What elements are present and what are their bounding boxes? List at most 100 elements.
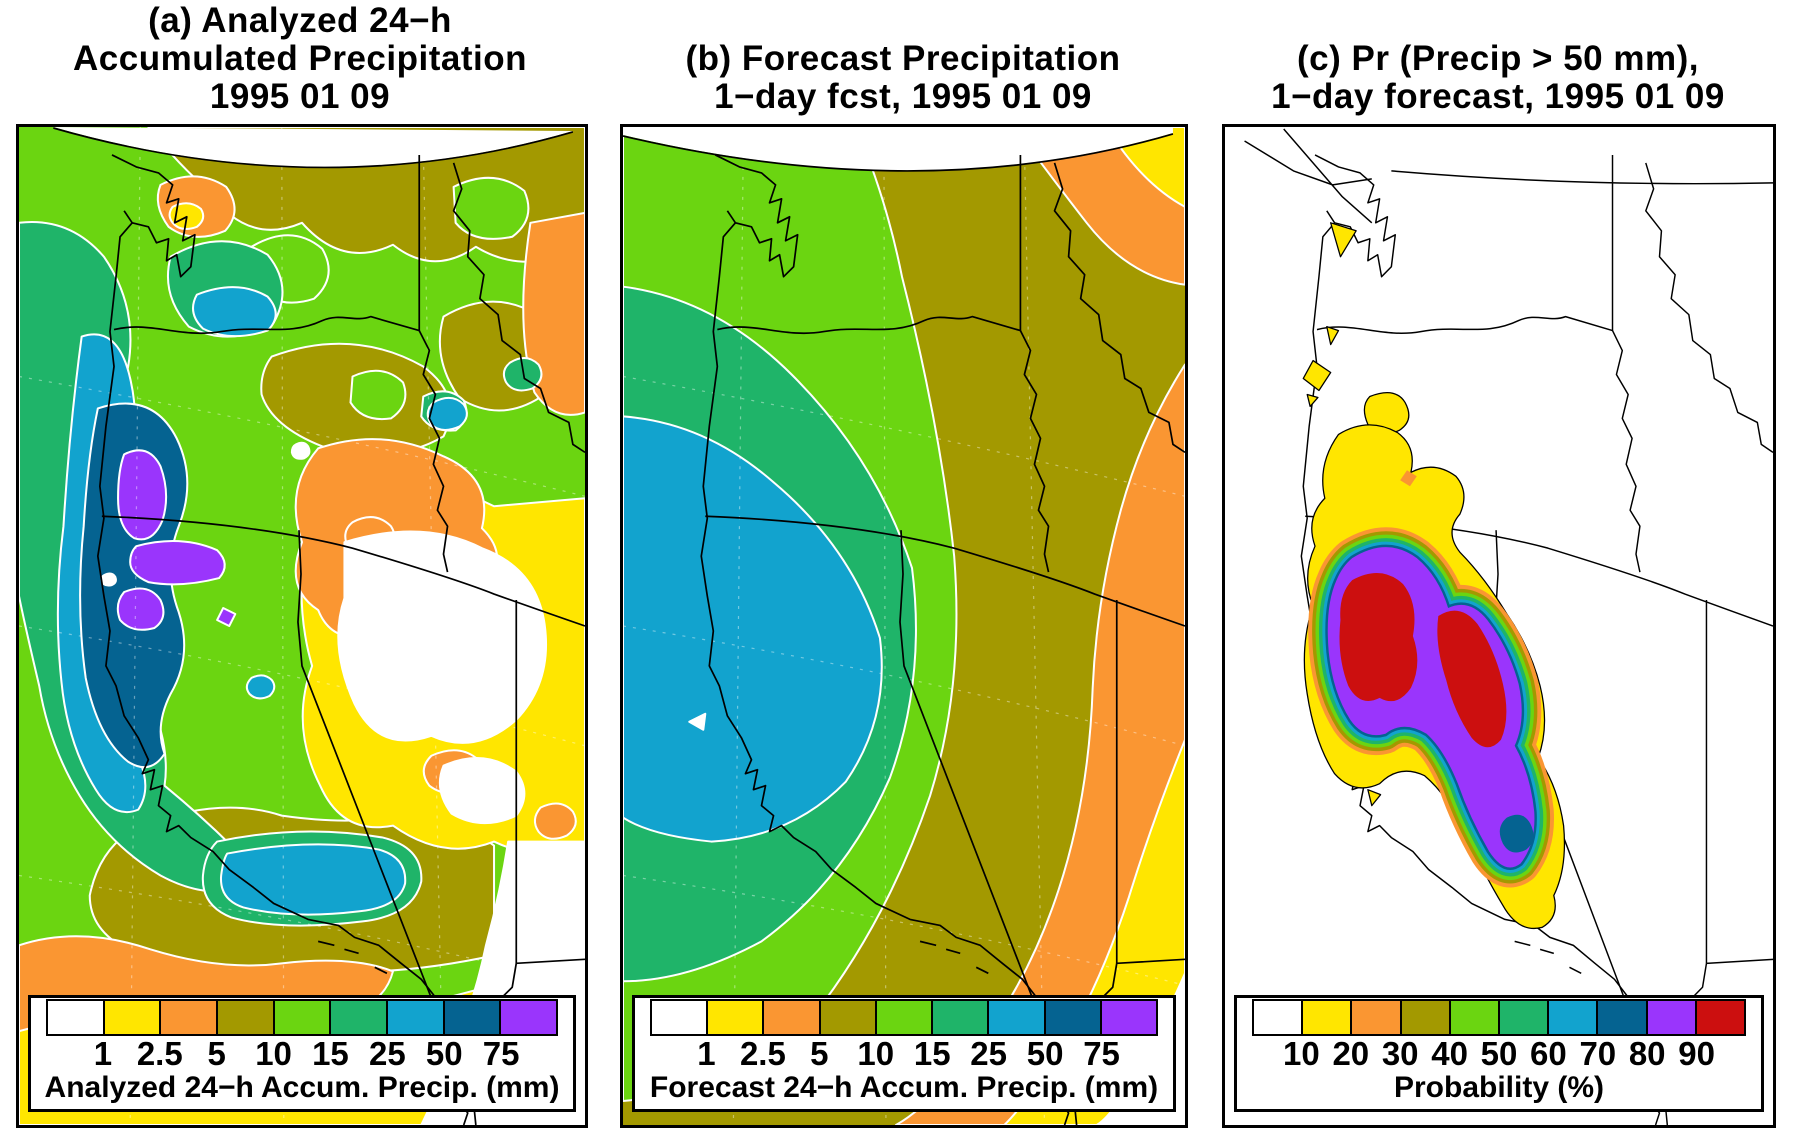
colorbar-swatches — [1252, 999, 1746, 1036]
or-id-border — [418, 330, 449, 573]
legend-tick: 70 — [1579, 1035, 1617, 1072]
legend-tick: 50 — [1026, 1035, 1064, 1072]
legend-tick: 15 — [312, 1035, 349, 1072]
legend-tick: 25 — [368, 1035, 406, 1072]
colorbar-strip: 1 2.5 5 10 15 25 50 75 — [46, 999, 558, 1071]
pacific-coastline — [96, 222, 477, 1125]
legend-swatch — [876, 1001, 934, 1034]
or-id-border — [1611, 330, 1641, 573]
legend-tick: 10 — [857, 1035, 895, 1072]
canada-border-line — [623, 133, 1174, 172]
panel-a-map-box: 1 2.5 5 10 15 25 50 75 Analyzed 24−h Accum. Pre… — [16, 124, 588, 1128]
canada-blank-wedge — [623, 127, 1173, 171]
id-mt-border — [1053, 162, 1185, 454]
probability-yellow-spots — [1302, 222, 1410, 807]
probability-contours — [1302, 222, 1566, 930]
legend-swatch — [274, 1001, 332, 1034]
legend-swatch — [161, 1001, 219, 1034]
legend-tick: 10 — [1283, 1035, 1320, 1072]
panel-c-title: (c) Pr (Precip > 50 mm), 1−day forecast,… — [1216, 40, 1780, 116]
legend-tick: 25 — [970, 1035, 1008, 1072]
panel-a-title-line1: (a) Analyzed 24−h — [148, 1, 452, 40]
forecast-precip-map — [623, 127, 1185, 1125]
legend-tick: 20 — [1332, 1035, 1370, 1072]
panel-c-title-line2: 1−day forecast, 1995 01 09 — [1271, 77, 1725, 116]
colorbar-ticks: 1 2.5 5 10 15 25 50 75 — [650, 1036, 1158, 1071]
legend-swatch — [48, 1001, 105, 1034]
legend-swatch — [1549, 1001, 1599, 1034]
colorbar-legend-b: 1 2.5 5 10 15 25 50 75 Forecast 24−h Accum. Pre… — [632, 995, 1176, 1112]
panel-b-title-line2: 1−day fcst, 1995 01 09 — [714, 77, 1092, 116]
canada-border-line — [53, 127, 574, 169]
pacific-coastline — [1300, 222, 1669, 1125]
colorbar-caption: Probability (%) — [1393, 1071, 1604, 1104]
puget-sound-coast — [1314, 154, 1397, 278]
legend-tick: 5 — [810, 1035, 829, 1072]
contour-fills-b — [623, 127, 1185, 1125]
colorbar-legend-a: 1 2.5 5 10 15 25 50 75 Analyzed 24−h Accum. Pre… — [28, 995, 576, 1112]
legend-tick: 40 — [1431, 1035, 1468, 1072]
legend-swatch — [1647, 1001, 1697, 1034]
legend-swatch — [989, 1001, 1046, 1034]
legend-tick: 50 — [1480, 1035, 1518, 1072]
probability-darkblue-tail — [1499, 814, 1534, 853]
legend-swatch — [1598, 1001, 1648, 1034]
legend-tick: 1 — [93, 1035, 113, 1072]
contour-white-dot — [688, 712, 707, 731]
legend-swatch — [933, 1001, 990, 1034]
colorbar-ticks: 10 20 30 40 50 60 70 80 90 — [1252, 1036, 1746, 1071]
colorbar-caption: Analyzed 24−h Accum. Precip. (mm) — [44, 1071, 560, 1104]
probability-map — [1244, 128, 1773, 1125]
legend-swatch — [764, 1001, 821, 1034]
parallel-42n-border — [101, 515, 585, 627]
legend-swatch — [1303, 1001, 1353, 1034]
colorbar-legend-c: 10 20 30 40 50 60 70 80 90 Probability (%) — [1234, 995, 1764, 1112]
legend-swatch — [331, 1001, 389, 1034]
panel-a-title: (a) Analyzed 24−h Accumulated Precipitat… — [10, 2, 590, 116]
puget-sound-coast — [111, 154, 196, 278]
legend-tick: 5 — [207, 1035, 226, 1072]
legend-tick: 75 — [1083, 1035, 1120, 1072]
panel-c-map-box: 10 20 30 40 50 60 70 80 90 Probability (%) — [1222, 124, 1776, 1128]
legend-swatch — [652, 1001, 709, 1034]
channel-islands — [317, 940, 453, 1062]
legend-swatch — [104, 1001, 162, 1034]
legend-swatch — [218, 1001, 275, 1034]
legend-swatch — [1045, 1001, 1102, 1034]
canada-border-and-strait — [1244, 128, 1773, 224]
legend-tick: 60 — [1530, 1035, 1567, 1072]
legend-swatch — [388, 1001, 445, 1034]
panel-b-title-line1: (b) Forecast Precipitation — [685, 39, 1121, 78]
panel-a-title-line2: Accumulated Precipitation — [73, 39, 527, 78]
probability-red-90pct — [1339, 572, 1507, 748]
legend-tick: 90 — [1678, 1035, 1715, 1072]
legend-swatch — [820, 1001, 877, 1034]
colorbar-ticks: 1 2.5 5 10 15 25 50 75 — [46, 1036, 558, 1071]
pacific-coastline — [700, 222, 1078, 1125]
legend-swatch — [1352, 1001, 1402, 1034]
legend-swatch — [444, 1001, 502, 1034]
legend-tick: 50 — [425, 1035, 463, 1072]
contour-blue-core — [623, 415, 883, 843]
graticule — [623, 127, 1185, 1125]
legend-swatch — [501, 1001, 557, 1034]
legend-tick: 2.5 — [136, 1035, 183, 1072]
colorbar-strip: 1 2.5 5 10 15 25 50 75 — [650, 999, 1158, 1071]
colorbar-caption: Forecast 24−h Accum. Precip. (mm) — [649, 1071, 1159, 1104]
legend-tick: 75 — [482, 1035, 520, 1072]
legend-swatch — [1450, 1001, 1501, 1034]
legend-tick: 80 — [1628, 1035, 1666, 1072]
canada-blank-wedge — [53, 127, 573, 167]
panel-a-title-line3: 1995 01 09 — [209, 77, 391, 116]
legend-tick: 10 — [255, 1035, 292, 1072]
legend-swatch — [1500, 1001, 1550, 1034]
panel-c-title-line1: (c) Pr (Precip > 50 mm), — [1296, 39, 1699, 78]
parallel-42n-border — [705, 515, 1185, 627]
panel-b-map-box: 1 2.5 5 10 15 25 50 75 Forecast 24−h Accum. Pre… — [620, 124, 1188, 1128]
probability-orange-fleck — [1400, 470, 1417, 487]
legend-swatch — [1254, 1001, 1304, 1034]
legend-swatch — [1696, 1001, 1745, 1034]
id-mt-border — [1645, 162, 1773, 453]
wa-or-border — [113, 315, 420, 335]
